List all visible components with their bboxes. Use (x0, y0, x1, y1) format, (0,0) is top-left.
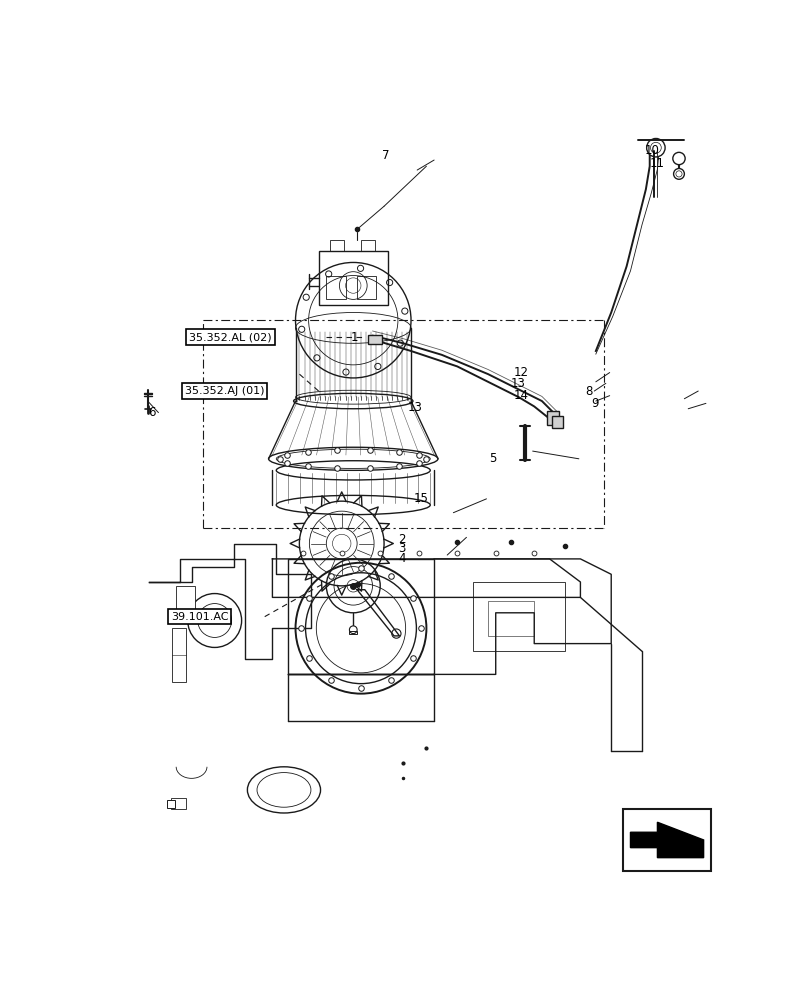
Text: 35.352.AL (02): 35.352.AL (02) (189, 332, 271, 342)
Bar (326, 276, 346, 299)
Text: 4: 4 (398, 552, 406, 565)
Circle shape (326, 271, 332, 277)
Circle shape (674, 169, 684, 179)
Bar (552, 416, 562, 428)
Polygon shape (357, 590, 399, 636)
Bar (318, 251, 388, 305)
Circle shape (303, 294, 309, 300)
Circle shape (375, 363, 381, 370)
Circle shape (673, 152, 685, 165)
Bar (488, 601, 534, 636)
Text: 5: 5 (489, 452, 496, 465)
Bar (330, 240, 344, 251)
Text: 13: 13 (408, 401, 423, 414)
Bar (623, 809, 711, 871)
Bar (368, 335, 381, 344)
Circle shape (314, 355, 320, 361)
Circle shape (299, 326, 305, 332)
Circle shape (386, 279, 393, 286)
Bar (349, 631, 357, 634)
Text: 12: 12 (514, 366, 528, 379)
Text: 39.101.AC: 39.101.AC (170, 612, 228, 622)
Circle shape (357, 265, 364, 271)
Bar (176, 586, 196, 617)
Text: 9: 9 (591, 397, 599, 410)
Text: 6: 6 (148, 406, 155, 419)
Text: 13: 13 (511, 377, 525, 390)
Bar (546, 411, 559, 425)
Text: 2: 2 (398, 533, 406, 546)
Text: 15: 15 (414, 492, 429, 505)
Text: 3: 3 (398, 542, 406, 555)
Bar (170, 798, 186, 809)
Polygon shape (630, 822, 704, 858)
Circle shape (349, 626, 357, 634)
Text: 7: 7 (381, 149, 389, 162)
Text: 1: 1 (351, 331, 358, 344)
Circle shape (402, 308, 408, 314)
Circle shape (398, 340, 403, 346)
Text: 10: 10 (644, 144, 659, 157)
Text: 35.352.AJ (01): 35.352.AJ (01) (184, 386, 264, 396)
Text: 14: 14 (514, 389, 528, 402)
Bar (473, 582, 565, 651)
Text: 8: 8 (585, 385, 592, 398)
Bar (361, 240, 375, 251)
Circle shape (646, 138, 665, 157)
Bar (357, 276, 377, 299)
Text: 11: 11 (650, 157, 664, 170)
Circle shape (343, 369, 349, 375)
Bar (172, 628, 186, 682)
